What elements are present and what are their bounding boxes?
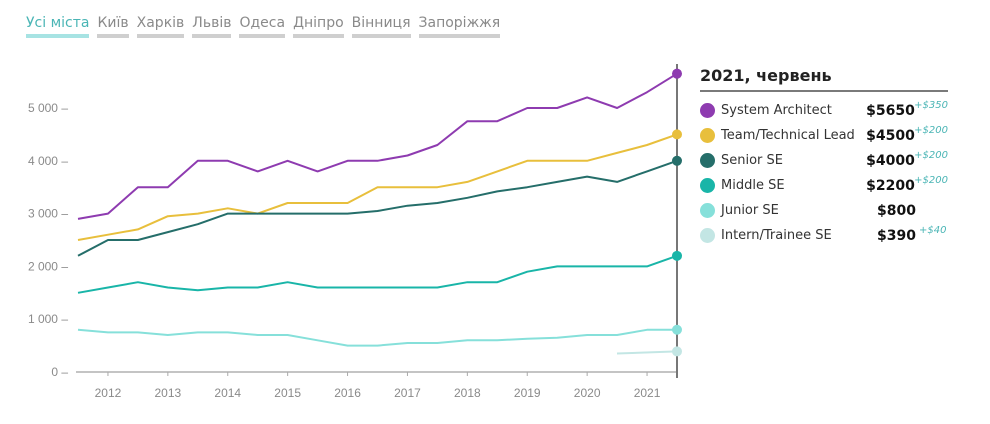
legend-item-name: System Architect [721,103,832,118]
legend-item[interactable]: Intern/Trainee SE $390 +$40 [700,223,948,248]
series-line [77,254,678,294]
y-tick-label: 3 000 – [28,207,68,221]
legend-item-name: Senior SE [721,153,783,168]
legend-item[interactable]: Middle SE $2200 +$200 [700,173,948,198]
x-tick-label: 2013 [154,386,181,400]
y-tick-label: 0 – [51,365,68,379]
series-line [77,133,678,241]
series-end-dot [672,68,682,79]
x-axis: 2012 2013 2014 2015 2016 2017 2018 2019 2020 2021 [76,371,677,400]
x-tick-label: 2014 [214,386,241,400]
legend-title: 2021, червень [700,66,948,92]
tab-city-6[interactable]: Вінниця [351,14,411,38]
legend-item-name: Junior SE [721,203,779,218]
legend-item-delta: +$200 [914,175,948,186]
legend-item-delta: +$350 [914,100,948,111]
legend-item-name: Intern/Trainee SE [721,228,832,243]
tab-city-3[interactable]: Львів [192,14,232,38]
x-tick-label: 2016 [334,386,361,400]
y-tick-label: 1 000 – [28,312,68,326]
legend-item-value: $800 [877,202,916,219]
x-tick-label: 2018 [454,386,481,400]
series-line [616,350,678,355]
tab-city-5[interactable]: Дніпро [293,14,344,38]
x-tick-label: 2017 [394,386,421,400]
x-tick-label: 2020 [574,386,601,400]
legend-item[interactable]: System Architect $5650 +$350 [700,98,948,123]
legend-color-dot-icon [700,153,715,168]
legend-item-value: $4000 [866,152,915,169]
series-end-dot [672,250,682,261]
legend-item-value: $390 [877,227,916,244]
series-end-dots [672,68,682,357]
y-axis: 0 – 1 000 – 2 000 – 3 000 – 4 000 – 5 000 – [28,101,68,379]
legend-color-dot-icon [700,128,715,143]
series-lines [77,72,678,355]
series-end-dot [672,155,682,166]
legend-item-value: $4500 [866,127,915,144]
legend-item-name: Team/Technical Lead [721,128,855,143]
x-tick-label: 2015 [274,386,301,400]
tab-city-4[interactable]: Одеса [239,14,286,38]
legend-color-dot-icon [700,103,715,118]
x-tick-label: 2019 [514,386,541,400]
series-line [77,72,678,220]
city-tabs: Усі міста Київ Харків Львів Одеса Дніпро Вінни… [26,14,501,38]
tab-city-7[interactable]: Запоріжжя [418,14,501,38]
series-end-dot [672,346,682,357]
legend-item[interactable]: Senior SE $4000 +$200 [700,148,948,173]
legend-panel: 2021, червень System Architect $5650 +$350… [700,66,948,248]
series-line [77,328,677,347]
tab-city-2[interactable]: Харків [136,14,185,38]
legend-color-dot-icon [700,203,715,218]
tab-city-0[interactable]: Усі міста [26,14,90,38]
legend-item-value: $5650 [866,102,915,119]
legend-item[interactable]: Junior SE $800 [700,198,948,223]
legend-item-value: $2200 [866,177,915,194]
legend-color-dot-icon [700,178,715,193]
legend-color-dot-icon [700,228,715,243]
legend-item-delta: +$200 [914,150,948,161]
legend-item-delta: +$40 [919,225,947,236]
legend-item[interactable]: Team/Technical Lead $4500 +$200 [700,123,948,148]
y-tick-label: 5 000 – [28,101,68,115]
series-end-dot [672,129,682,140]
tab-city-1[interactable]: Київ [97,14,129,38]
x-tick-label: 2012 [95,386,122,400]
legend-item-name: Middle SE [721,178,785,193]
series-line [77,159,678,257]
y-tick-label: 2 000 – [28,259,68,273]
series-end-dot [672,324,682,335]
legend-item-delta: +$200 [914,125,948,136]
y-tick-label: 4 000 – [28,154,68,168]
x-tick-label: 2021 [634,386,661,400]
